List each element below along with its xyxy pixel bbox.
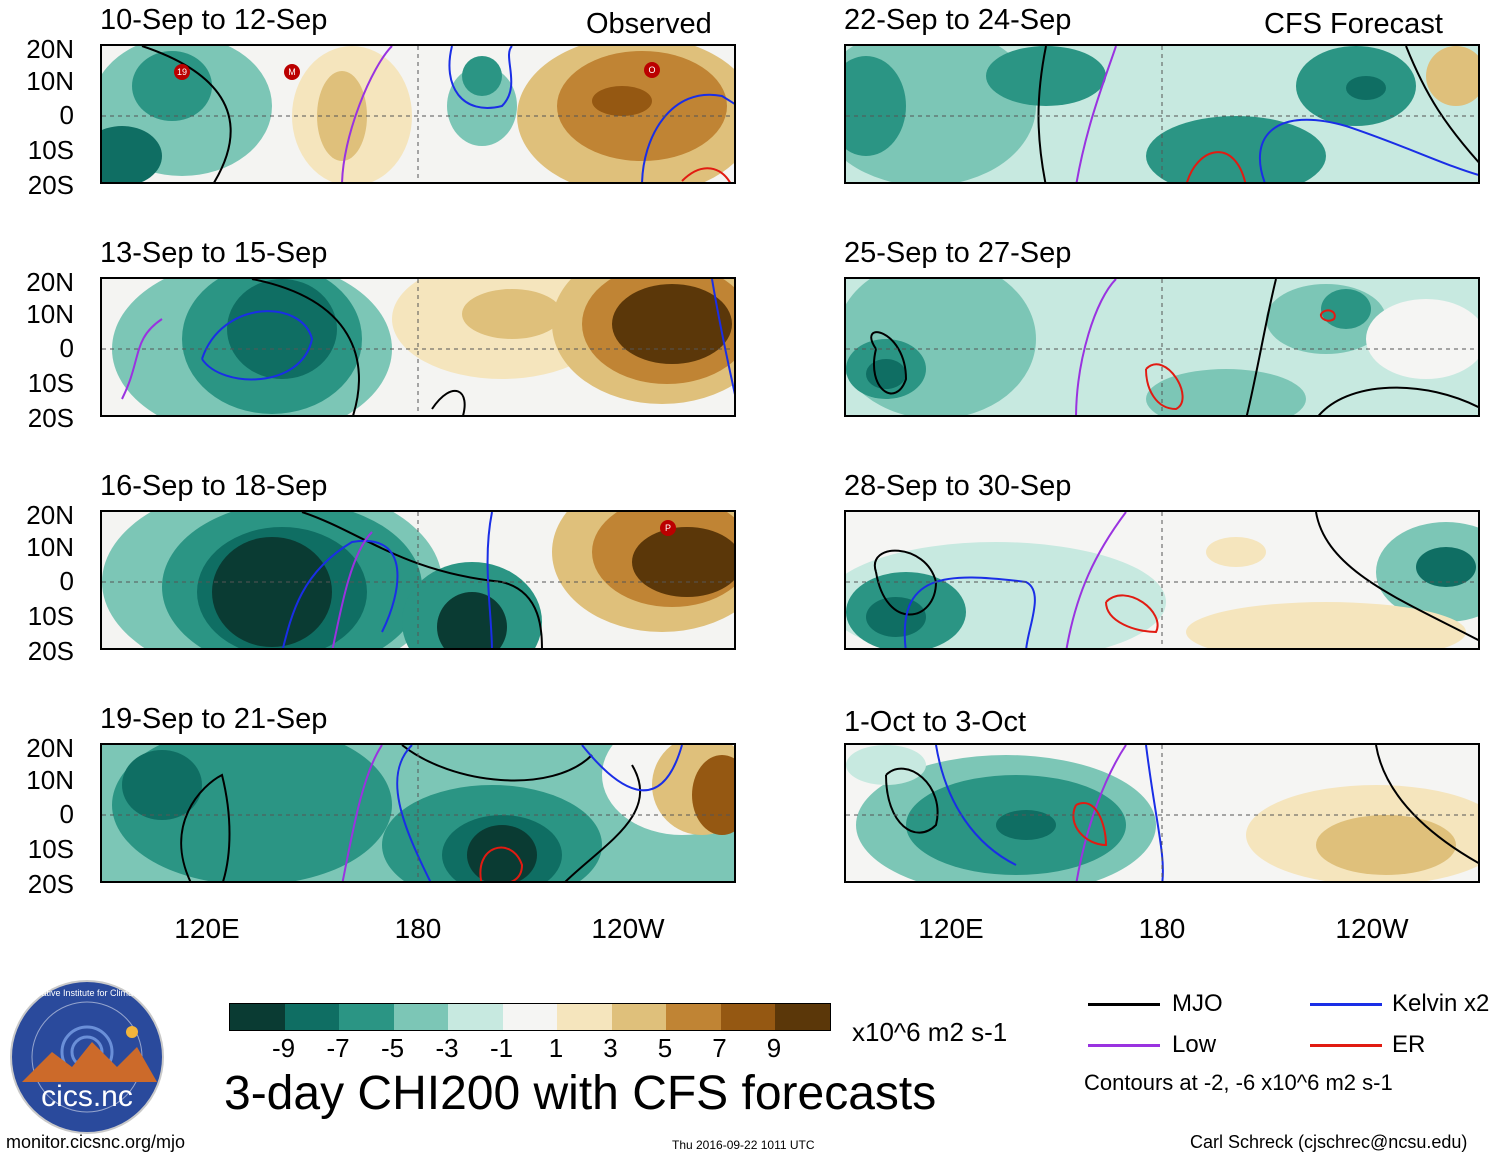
- legend-er-line: [1310, 1044, 1382, 1047]
- colorbar-units: x10^6 m2 s-1: [852, 1017, 1008, 1047]
- map-panel-fcst-4: [844, 743, 1480, 883]
- logo-ring-text: Cooperative Institute for Climate and Sa…: [12, 988, 198, 998]
- panel-title-5: 22-Sep to 24-Sep: [844, 4, 1072, 36]
- colorbar-swatch: [393, 1004, 448, 1030]
- lat-label: 10S: [27, 135, 74, 165]
- panel-title-6: 25-Sep to 27-Sep: [844, 237, 1072, 269]
- lat-label: 20S: [27, 869, 74, 899]
- lat-label: 20N: [26, 267, 74, 297]
- panel-title-1: 10-Sep to 12-Sep: [100, 4, 328, 36]
- lat-label: 20S: [27, 170, 74, 200]
- map-panel-obs-2: [100, 277, 736, 417]
- lat-label: 0: [59, 566, 74, 596]
- contours-note: Contours at -2, -6 x10^6 m2 s-1: [1084, 1070, 1393, 1095]
- colorbar-swatch: [339, 1004, 394, 1030]
- legend-mjo-line: [1088, 1003, 1160, 1006]
- lon-label-right: 120E: [918, 913, 984, 944]
- colorbar-tick-label: 3: [603, 1033, 618, 1063]
- legend-kelvin-line: [1310, 1003, 1382, 1006]
- legend-mjo-label: MJO: [1172, 990, 1223, 1017]
- colorbar-swatch: [502, 1004, 557, 1030]
- lat-label: 10N: [26, 299, 74, 329]
- map-panel-fcst-2: [844, 277, 1480, 417]
- map-panel-fcst-1: [844, 44, 1480, 184]
- colorbar-swatch: [284, 1004, 339, 1030]
- lon-label-left: 180: [394, 913, 442, 944]
- panel-title-3: 16-Sep to 18-Sep: [100, 470, 328, 502]
- lat-label: 20S: [27, 636, 74, 666]
- lat-label: 20N: [26, 733, 74, 763]
- colorbar-tick-label: -1: [489, 1033, 514, 1063]
- colorbar-tick-label: 7: [712, 1033, 727, 1063]
- colorbar-swatch: [775, 1004, 830, 1030]
- lat-label: 0: [59, 333, 74, 363]
- footer-author: Carl Schreck (cjschrec@ncsu.edu): [1190, 1132, 1468, 1152]
- main-title: 3-day CHI200 with CFS forecasts: [224, 1067, 937, 1120]
- lat-label: 20N: [26, 34, 74, 64]
- footer-timestamp: Thu 2016-09-22 1011 UTC: [672, 1138, 815, 1152]
- colorbar: [229, 1003, 831, 1031]
- legend-low-label: Low: [1172, 1031, 1217, 1058]
- lat-label: 20S: [27, 403, 74, 433]
- storm-marker-icon: P: [660, 520, 676, 536]
- storm-marker-icon: 19: [174, 64, 190, 80]
- colorbar-tick-label: 5: [657, 1033, 673, 1063]
- lat-label: 10N: [26, 532, 74, 562]
- lat-label: 0: [59, 799, 74, 829]
- legend-er-label: ER: [1392, 1031, 1426, 1058]
- colorbar-swatch: [448, 1004, 503, 1030]
- map-panel-obs-3: P: [100, 510, 736, 650]
- lat-label: 20N: [26, 500, 74, 530]
- lat-label: 10S: [27, 834, 74, 864]
- legend-kelvin-label: Kelvin x2: [1392, 990, 1490, 1017]
- panel-title-7: 28-Sep to 30-Sep: [844, 470, 1072, 502]
- lat-label: 10S: [27, 601, 74, 631]
- colorbar-tick-label: -7: [326, 1033, 350, 1063]
- lat-label: 10N: [26, 66, 74, 96]
- map-panel-fcst-3: [844, 510, 1480, 650]
- logo-text: cics.nc: [41, 1080, 133, 1113]
- footer-url: monitor.cicsnc.org/mjo: [6, 1132, 186, 1152]
- forecast-label: CFS Forecast: [1264, 8, 1443, 40]
- logo-graphic: [22, 1001, 157, 1113]
- colorbar-tick-label: -9: [271, 1033, 296, 1063]
- colorbar-tick-label: 9: [766, 1033, 782, 1063]
- lat-label: 10N: [26, 765, 74, 795]
- storm-marker-icon: O: [644, 62, 660, 78]
- cicsnc-logo: Cooperative Institute for Climate and Sa…: [10, 980, 198, 1134]
- colorbar-swatch: [230, 1004, 285, 1030]
- colorbar-tick-label: -5: [380, 1033, 405, 1063]
- lon-label-right: 180: [1138, 913, 1186, 944]
- storm-marker-icon: M: [284, 64, 300, 80]
- panel-title-4: 19-Sep to 21-Sep: [100, 703, 328, 735]
- lat-label: 10S: [27, 368, 74, 398]
- lon-label-right: 120W: [1335, 913, 1409, 944]
- map-panel-obs-4: [100, 743, 736, 883]
- panel-title-2: 13-Sep to 15-Sep: [100, 237, 328, 269]
- legend-low-line: [1088, 1044, 1160, 1047]
- colorbar-tick-label: -3: [435, 1033, 459, 1063]
- colorbar-swatch: [666, 1004, 721, 1030]
- lat-label: 0: [59, 100, 74, 130]
- colorbar-swatch: [611, 1004, 666, 1030]
- observed-label: Observed: [586, 8, 712, 40]
- panel-title-8: 1-Oct to 3-Oct: [844, 706, 1027, 738]
- lon-label-left: 120W: [591, 913, 665, 944]
- colorbar-tick-label: 1: [548, 1033, 564, 1063]
- lon-label-left: 120E: [174, 913, 240, 944]
- colorbar-swatch: [720, 1004, 775, 1030]
- map-panel-obs-1: 19 M O: [100, 44, 736, 184]
- colorbar-swatch: [557, 1004, 612, 1030]
